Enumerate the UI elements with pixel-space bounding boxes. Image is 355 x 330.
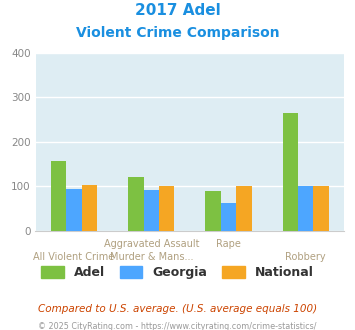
Bar bbox=[143, 189, 159, 231]
Bar bbox=[128, 177, 143, 231]
Text: © 2025 CityRating.com - https://www.cityrating.com/crime-statistics/: © 2025 CityRating.com - https://www.city… bbox=[38, 322, 317, 330]
Bar bbox=[51, 161, 66, 231]
Bar bbox=[221, 203, 236, 231]
Bar bbox=[159, 186, 174, 231]
Text: Robbery: Robbery bbox=[285, 252, 326, 262]
Legend: Adel, Georgia, National: Adel, Georgia, National bbox=[41, 266, 314, 279]
Text: All Violent Crime: All Violent Crime bbox=[33, 252, 115, 262]
Bar bbox=[283, 113, 298, 231]
Text: 2017 Adel: 2017 Adel bbox=[135, 3, 220, 18]
Bar bbox=[298, 185, 313, 231]
Text: Violent Crime Comparison: Violent Crime Comparison bbox=[76, 26, 279, 40]
Text: Rape: Rape bbox=[216, 239, 241, 249]
Text: Aggravated Assault: Aggravated Assault bbox=[104, 239, 199, 249]
Bar bbox=[313, 186, 329, 231]
Text: Murder & Mans...: Murder & Mans... bbox=[110, 252, 193, 262]
Bar bbox=[236, 185, 252, 231]
Bar bbox=[82, 185, 97, 231]
Bar bbox=[66, 189, 82, 231]
Text: Compared to U.S. average. (U.S. average equals 100): Compared to U.S. average. (U.S. average … bbox=[38, 304, 317, 314]
Bar bbox=[205, 191, 221, 231]
